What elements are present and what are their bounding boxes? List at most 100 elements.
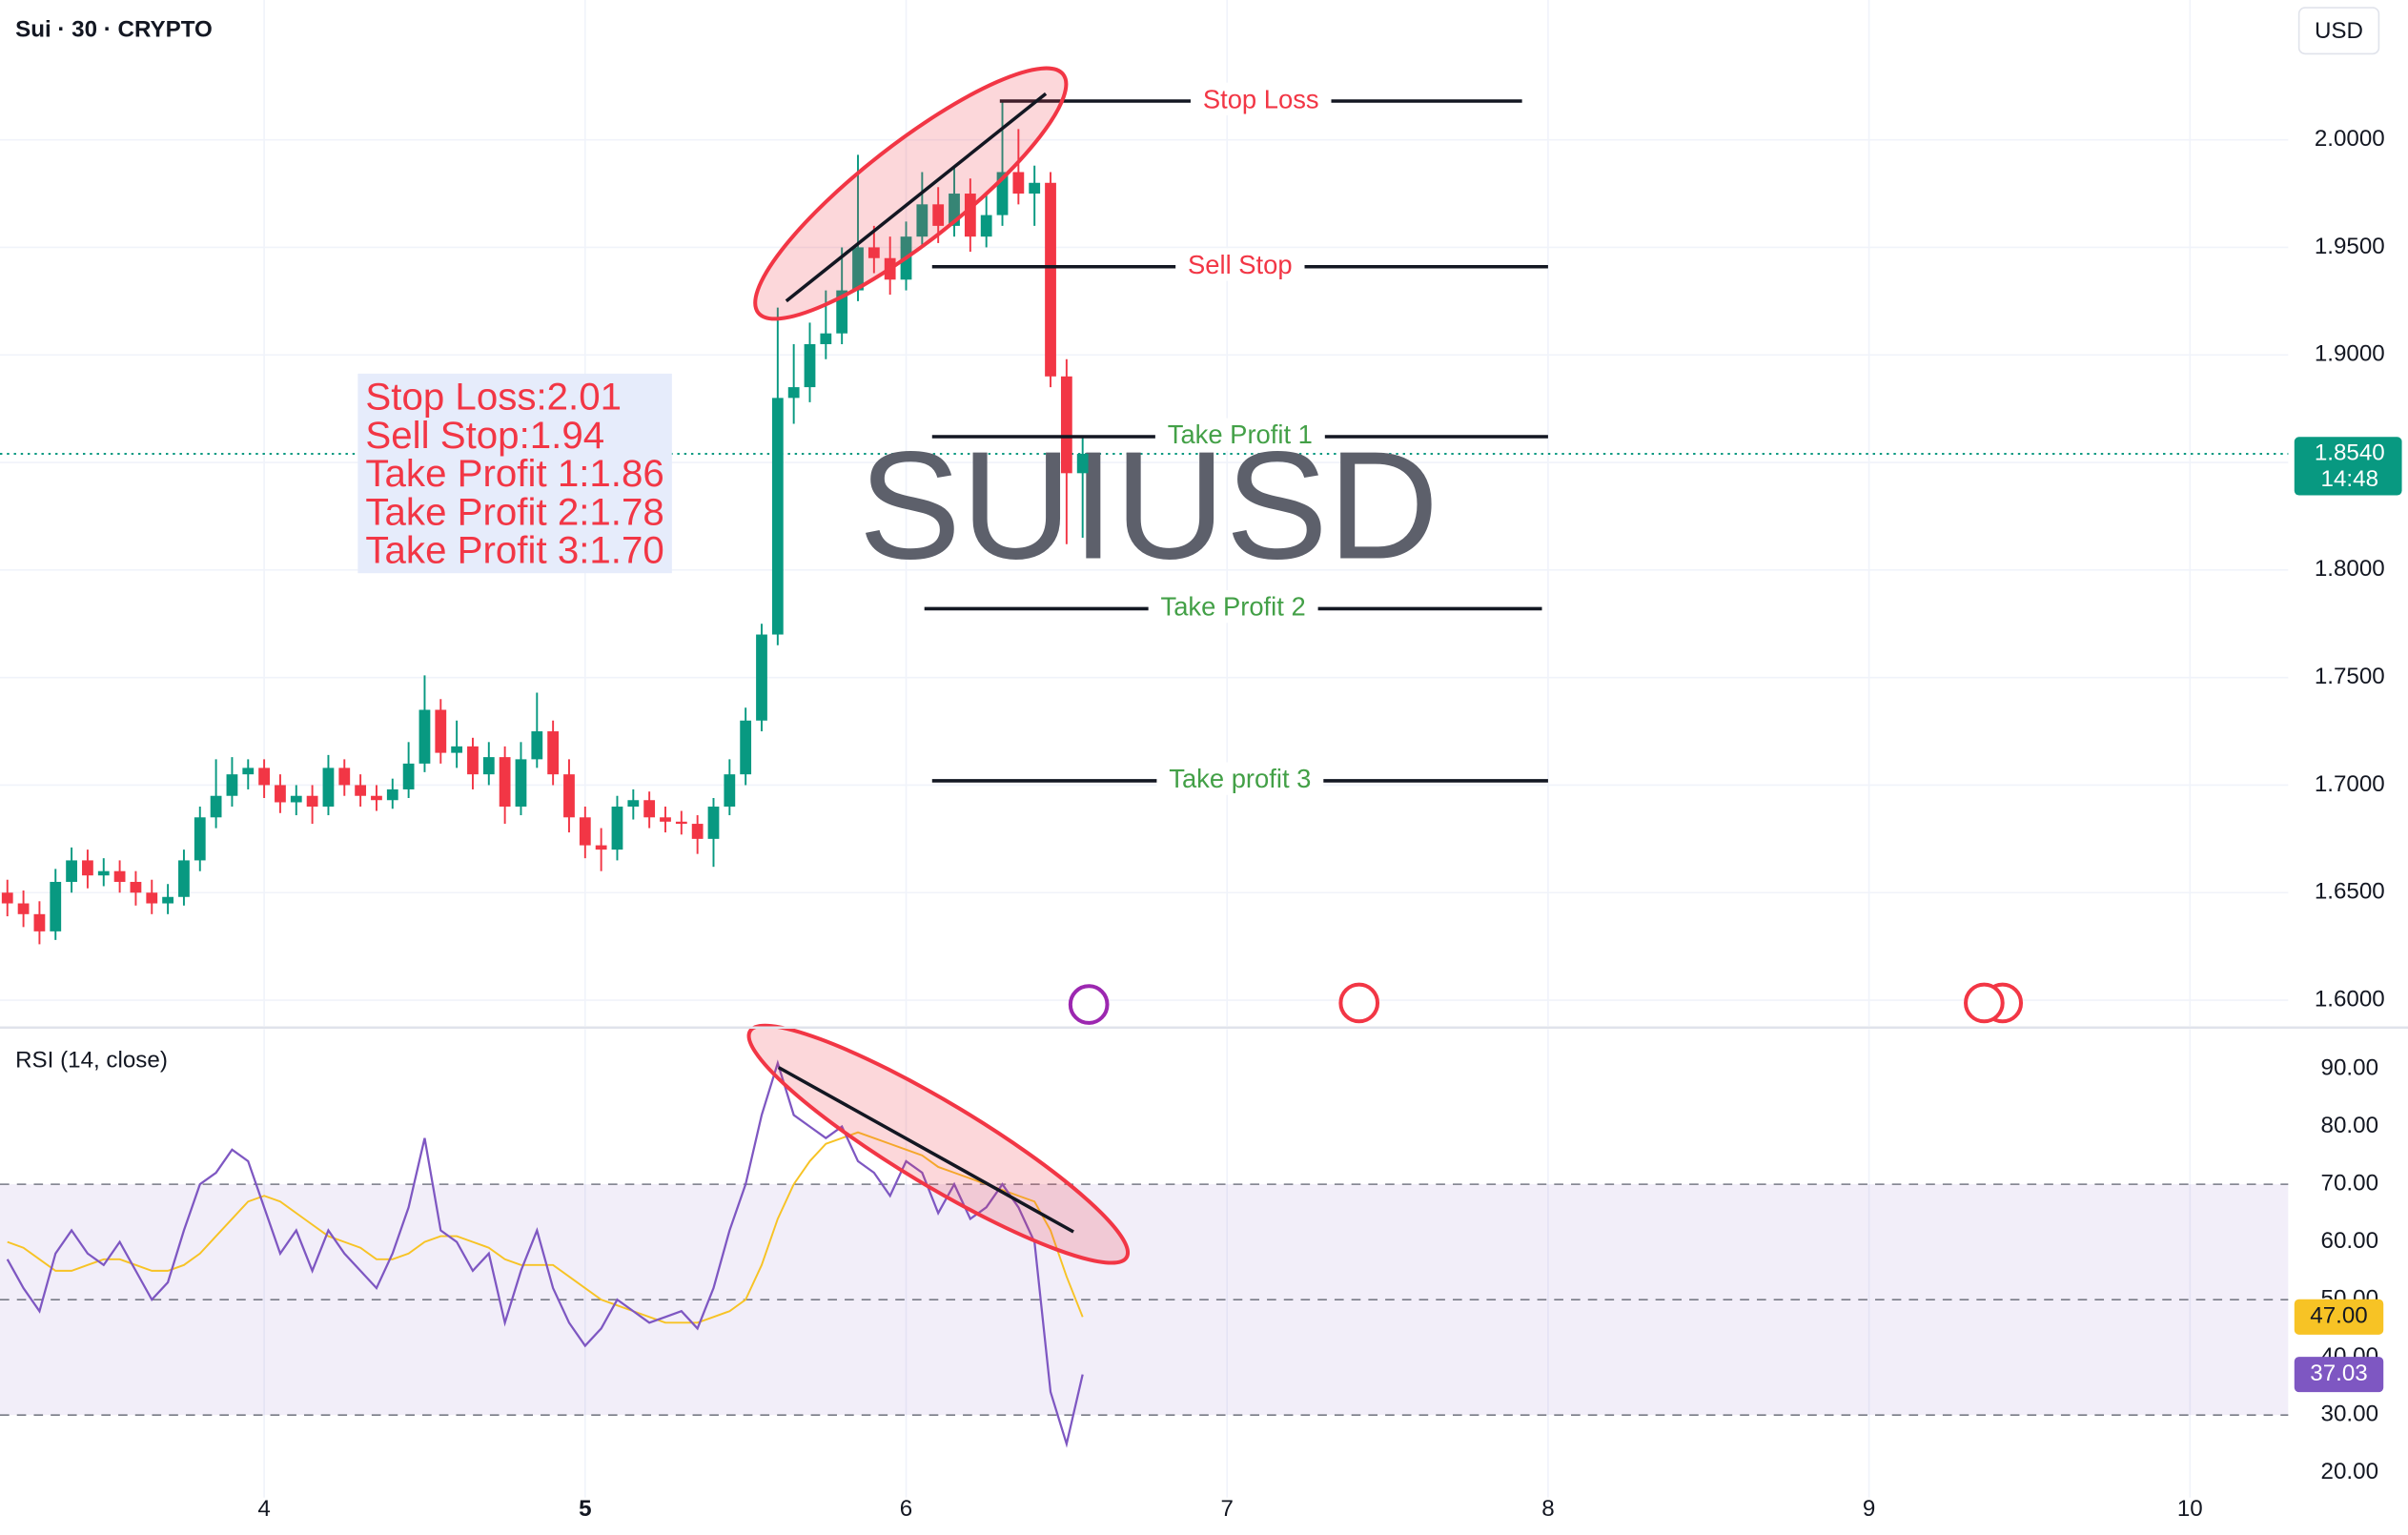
candle-body <box>707 807 720 839</box>
candle-body <box>932 204 945 226</box>
price-badge <box>2294 437 2402 496</box>
candle-body <box>97 870 110 876</box>
candle-body <box>916 204 929 237</box>
candle-body <box>964 194 976 237</box>
x-tick-label: 9 <box>1863 1496 1875 1522</box>
candle-body <box>691 824 704 839</box>
level-label-bg <box>1156 762 1324 795</box>
candle-body <box>756 634 767 721</box>
currency-box[interactable] <box>2297 7 2380 55</box>
candle-body <box>451 746 463 753</box>
value-badge <box>2294 1357 2384 1393</box>
candle-body <box>371 795 382 801</box>
y-tick-label: 70.00 <box>2321 1170 2378 1196</box>
value-badge <box>2294 1299 2384 1335</box>
note-bg <box>357 373 672 574</box>
candle-body <box>162 896 173 904</box>
rsi-line <box>6 1059 1084 1448</box>
candle-body <box>1060 376 1072 474</box>
y-tick-label: 1.7000 <box>2315 771 2385 797</box>
x-tick-label: 6 <box>900 1496 912 1522</box>
level-label: Take profit 3 <box>1169 764 1311 793</box>
candle-body <box>146 892 158 904</box>
event-icon[interactable] <box>1964 982 2005 1024</box>
candle-body <box>435 709 447 753</box>
grid-layer <box>0 0 2289 1498</box>
candle-body <box>355 785 367 796</box>
candle-body <box>210 795 222 818</box>
note-line: Sell Stop:1.94 <box>365 414 604 457</box>
axis-layer: 4 5 6 7 8 9 10 1.6000 1.6500 1.7000 1.7500 1.8000 1.… <box>257 126 2402 1522</box>
candle-body <box>804 343 816 388</box>
candle-body <box>643 800 656 818</box>
y-tick-label: 1.8000 <box>2315 556 2385 582</box>
x-tick-label: 5 <box>579 1496 591 1522</box>
candle-body <box>17 903 30 914</box>
y-tick-label: 1.7500 <box>2315 664 2385 689</box>
candle-body <box>418 709 431 764</box>
candle-body <box>242 768 255 775</box>
event-icon[interactable] <box>1338 982 1380 1024</box>
candle-body <box>547 731 560 775</box>
candle-body <box>66 860 77 882</box>
candle-body <box>867 247 880 258</box>
highlight-ellipse <box>746 1023 1131 1265</box>
candle-body <box>563 774 575 818</box>
candle-body <box>949 194 960 226</box>
candle-body <box>675 821 687 825</box>
candle-body <box>402 763 415 789</box>
level-label-bg <box>1154 418 1325 451</box>
candle-body <box>467 746 479 775</box>
y-tick-label: 20.00 <box>2321 1459 2378 1484</box>
candle-body <box>740 720 752 775</box>
candle-body <box>226 774 238 796</box>
candle-body <box>787 387 800 399</box>
highlight-ellipse <box>753 66 1069 321</box>
candle-body <box>178 860 190 897</box>
candle-body <box>50 881 62 931</box>
trend-line <box>785 92 1048 303</box>
candle-body <box>771 398 784 635</box>
note-line: Stop Loss:2.01 <box>365 375 622 418</box>
candle-body <box>595 845 607 850</box>
level-label: Take Profit 1 <box>1168 420 1313 449</box>
candle-body <box>1029 182 1041 194</box>
candle-body <box>531 731 543 760</box>
candle-body <box>611 807 623 850</box>
candle-body <box>194 817 206 861</box>
value-badge-label: 37.03 <box>2310 1361 2367 1386</box>
watermark: SUIUSD <box>859 420 1439 591</box>
y-tick-label: 1.9000 <box>2315 341 2385 367</box>
candle-body <box>820 333 832 344</box>
level-label: Stop Loss <box>1203 84 1319 113</box>
y-tick-label: 1.6500 <box>2315 879 2385 905</box>
candle-body <box>338 768 351 786</box>
price-badge-label: 1.8540 <box>2315 440 2385 465</box>
annotations <box>746 66 2024 1265</box>
candle-body <box>290 795 302 803</box>
symbol-title[interactable]: Sui · 30 · CRYPTO <box>15 17 213 43</box>
candle-body <box>113 870 126 882</box>
note-line: Take Profit 2:1.78 <box>365 490 663 533</box>
candle-body <box>515 759 527 808</box>
rsi-line <box>7 1131 1084 1324</box>
note-line: Take Profit 1:1.86 <box>365 452 663 495</box>
y-tick-label: 1.9500 <box>2315 234 2385 259</box>
candle-body <box>1012 172 1025 194</box>
indicator-title[interactable]: RSI (14, close) <box>15 1048 168 1074</box>
candle-body <box>306 795 318 808</box>
candle-body <box>322 768 335 808</box>
level-label: Take Profit 2 <box>1161 592 1306 622</box>
x-tick-label: 7 <box>1220 1496 1233 1522</box>
candle-body <box>499 757 511 808</box>
candle-body <box>258 768 270 786</box>
trend-line <box>777 1066 1074 1234</box>
candle-body <box>82 860 93 876</box>
currency[interactable]: USD <box>2315 18 2363 44</box>
event-icon[interactable] <box>1068 984 1110 1025</box>
x-tick-label: 10 <box>2177 1496 2203 1522</box>
candle-body <box>1045 182 1056 377</box>
level-label-bg <box>1148 590 1318 624</box>
